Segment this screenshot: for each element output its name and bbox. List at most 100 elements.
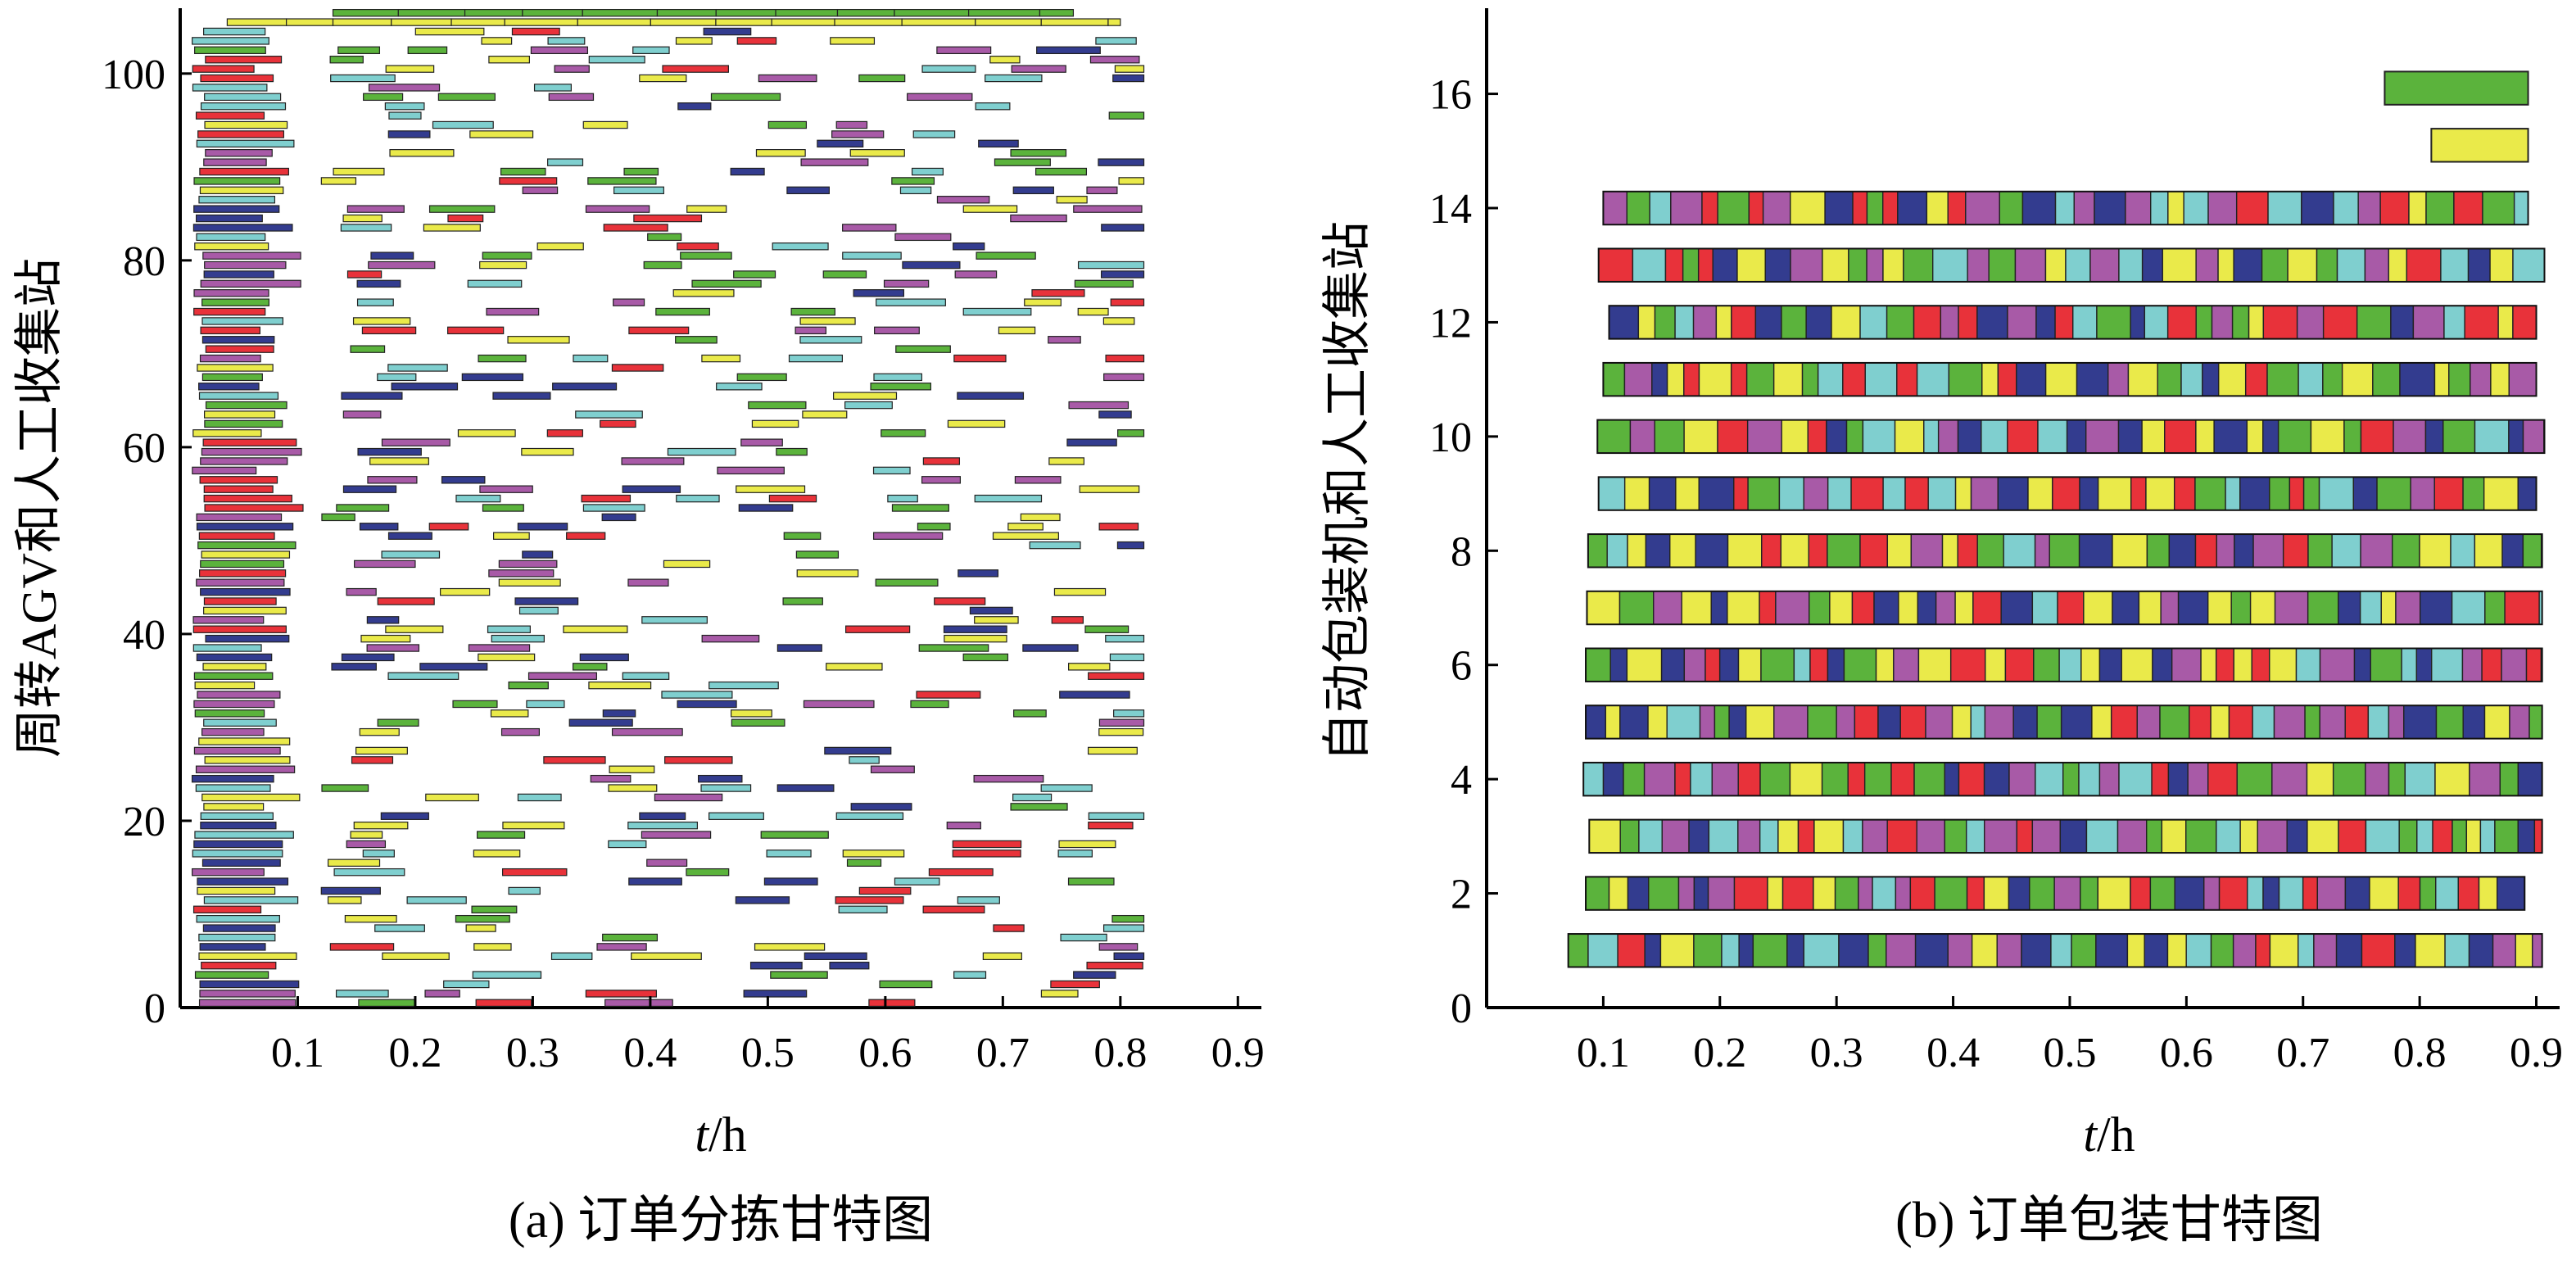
- gantt-block: [1777, 818, 1800, 854]
- gantt-block: [2246, 419, 2264, 454]
- gantt-block: [2399, 362, 2436, 397]
- gantt-block: [1807, 419, 1827, 454]
- gantt-task-bar: [748, 401, 807, 410]
- gantt-block: [2021, 191, 2057, 225]
- gantt-task-bar: [1039, 8, 1075, 17]
- gantt-block: [1693, 933, 1723, 968]
- chart-a-y-tick-label: 100: [102, 52, 165, 98]
- gantt-row-outline: [1597, 247, 2546, 283]
- gantt-task-bar: [1034, 167, 1088, 176]
- gantt-block: [1688, 818, 1710, 854]
- chart-b-x-tick-label: 0.5: [2043, 1030, 2096, 1076]
- gantt-task-bar: [875, 578, 939, 587]
- gantt-task-bar: [192, 625, 287, 633]
- gantt-task-bar: [508, 681, 549, 690]
- gantt-block: [1711, 762, 1739, 797]
- gantt-block: [1651, 362, 1668, 397]
- gantt-block: [1863, 762, 1892, 797]
- gantt-task-bar: [200, 560, 285, 569]
- gantt-row-outline: [1597, 476, 2538, 511]
- gantt-block: [2195, 247, 2219, 283]
- gantt-task-bar: [469, 130, 534, 138]
- gantt-task-bar: [479, 485, 533, 493]
- gantt-task-bar: [835, 120, 868, 129]
- gantt-block: [2364, 247, 2389, 283]
- gantt-block: [1701, 191, 1718, 225]
- gantt-task-bar: [202, 438, 297, 446]
- gantt-block: [1826, 419, 1848, 454]
- gantt-task-bar: [766, 849, 812, 858]
- gantt-block: [1984, 818, 2018, 854]
- gantt-block: [1682, 247, 1700, 283]
- gantt-task-bar: [760, 831, 829, 839]
- gantt-task-bar: [661, 691, 733, 699]
- gantt-task-bar: [468, 644, 531, 652]
- gantt-task-bar: [907, 93, 973, 102]
- gantt-block: [2501, 533, 2524, 569]
- gantt-task-bar: [362, 849, 395, 858]
- gantt-block: [2071, 933, 2097, 968]
- gantt-row-outline: [1586, 590, 2543, 626]
- gantt-block: [2388, 762, 2406, 797]
- gantt-block: [2095, 933, 2129, 968]
- gantt-block: [1692, 305, 1718, 340]
- gantt-task-bar: [477, 831, 526, 839]
- gantt-task-bar: [677, 102, 712, 111]
- gantt-block: [1996, 933, 2022, 968]
- gantt-block: [1895, 876, 1912, 911]
- gantt-task-bar: [978, 139, 1019, 148]
- gantt-block: [2044, 362, 2078, 397]
- gantt-block: [1790, 247, 1823, 283]
- gantt-task-bar: [203, 718, 277, 727]
- gantt-task-bar: [1073, 971, 1116, 979]
- gantt-block: [1917, 591, 1937, 625]
- gantt-block: [2151, 762, 2170, 797]
- gantt-task-bar: [333, 868, 405, 877]
- gantt-task-bar: [201, 317, 284, 325]
- gantt-block: [2000, 591, 2034, 625]
- gantt-block: [2319, 647, 2356, 682]
- gantt-block: [1875, 647, 1895, 682]
- gantt-task-bar: [772, 242, 829, 251]
- gantt-block: [2257, 818, 2288, 854]
- gantt-block: [1647, 704, 1668, 740]
- gantt-block: [2233, 247, 2263, 283]
- gantt-task-bar: [550, 952, 593, 960]
- gantt-block: [1623, 476, 1650, 511]
- gantt-task-bar: [957, 896, 1000, 904]
- gantt-block: [1761, 533, 1782, 569]
- gantt-block: [1909, 876, 1935, 911]
- gantt-block: [2289, 476, 2305, 511]
- gantt-task-bar: [1010, 149, 1067, 157]
- chart-a-y-tick-label: 20: [123, 799, 165, 845]
- gantt-task-bar: [922, 905, 985, 913]
- gantt-block: [1954, 476, 1972, 511]
- gantt-task-bar: [201, 373, 263, 382]
- gantt-task-bar: [770, 971, 828, 979]
- gantt-task-bar: [1112, 74, 1145, 83]
- gantt-block: [2076, 362, 2109, 397]
- gantt-block: [1957, 419, 1982, 454]
- gantt-block: [2380, 591, 2397, 625]
- gantt-task-bar: [341, 653, 395, 662]
- gantt-task-bar: [602, 709, 636, 718]
- gantt-task-bar: [628, 877, 682, 886]
- gantt-task-bar: [1050, 980, 1100, 989]
- gantt-block: [2432, 818, 2453, 854]
- gantt-block: [1970, 704, 1986, 740]
- gantt-task-bar: [608, 840, 647, 849]
- gantt-block: [2266, 362, 2299, 397]
- gantt-block: [2016, 818, 2034, 854]
- gantt-block: [2037, 419, 2068, 454]
- gantt-block: [1827, 476, 1852, 511]
- gantt-task-bar: [944, 634, 1007, 643]
- gantt-block: [1717, 191, 1750, 225]
- gantt-task-bar: [953, 971, 987, 979]
- gantt-task-bar: [1060, 933, 1107, 942]
- gantt-block: [2200, 647, 2217, 682]
- gantt-task-bar: [677, 242, 719, 251]
- gantt-task-bar: [414, 27, 485, 36]
- gantt-task-bar: [514, 597, 579, 605]
- gantt-block: [1738, 933, 1754, 968]
- gantt-task-bar: [359, 523, 399, 531]
